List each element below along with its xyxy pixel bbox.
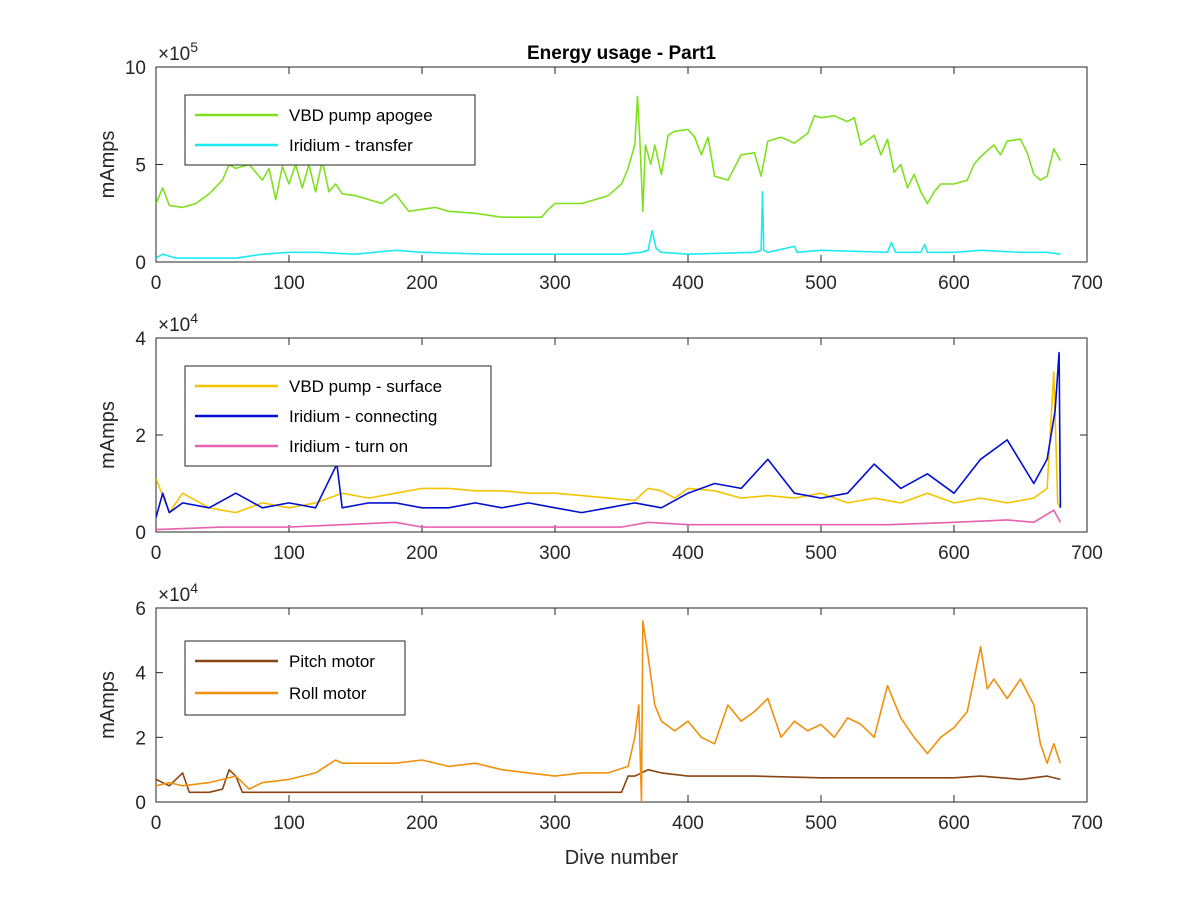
x-tick-label: 200 — [406, 273, 438, 294]
x-tick-label: 100 — [273, 543, 305, 564]
legend-label: Iridium - transfer — [289, 136, 413, 155]
y-tick-label: 10 — [125, 58, 146, 79]
series-line-vbd-pump-apogee — [156, 95, 1062, 218]
legend: VBD pump - surface Iridium - connecting Ir… — [184, 365, 492, 467]
x-tick-label: 700 — [1071, 543, 1103, 564]
x-tick-label: 0 — [151, 273, 162, 294]
subplot-3: 0 100 200 300 400 500 600 7000246×104mAmpsDive … — [97, 580, 1103, 869]
x-tick-label: 200 — [406, 543, 438, 564]
legend-box — [184, 640, 406, 716]
x-tick-label: 200 — [406, 813, 438, 834]
x-tick-label: 400 — [672, 273, 704, 294]
subplot-1: 0 100 200 300 400 500 600 7000510×105mAmpsEnerg… — [97, 39, 1103, 294]
y-tick-label: 0 — [135, 523, 146, 544]
legend-label: VBD pump - surface — [289, 377, 442, 396]
legend-label: Roll motor — [289, 684, 367, 703]
legend: Pitch motor Roll motor — [184, 640, 406, 716]
x-tick-label: 300 — [539, 813, 571, 834]
y-axis-label: mAmps — [97, 671, 119, 739]
y-tick-label: 6 — [135, 599, 146, 620]
y-multiplier-label: ×104 — [158, 310, 198, 336]
x-tick-label: 700 — [1071, 813, 1103, 834]
y-tick-label: 0 — [135, 253, 146, 274]
chart-title: Energy usage - Part1 — [527, 43, 716, 64]
x-tick-label: 600 — [938, 813, 970, 834]
y-multiplier-exponent: 4 — [190, 310, 198, 326]
legend-box — [184, 94, 476, 166]
legend-label: Iridium - turn on — [289, 437, 408, 456]
legend-label: Pitch motor — [289, 652, 375, 671]
y-tick-label: 2 — [135, 728, 146, 749]
y-tick-label: 4 — [135, 329, 146, 350]
legend: VBD pump apogee Iridium - transfer — [184, 94, 476, 166]
series-line-vbd-pump-surface — [156, 371, 1062, 514]
y-multiplier-label: ×104 — [158, 580, 198, 606]
series-line-roll-motor — [156, 620, 1062, 802]
x-axis-label: Dive number — [565, 847, 679, 869]
x-tick-label: 500 — [805, 543, 837, 564]
x-tick-label: 400 — [672, 543, 704, 564]
y-tick-label: 2 — [135, 426, 146, 447]
y-multiplier-base: ×10 — [158, 585, 190, 606]
x-tick-label: 500 — [805, 273, 837, 294]
x-tick-label: 100 — [273, 273, 305, 294]
y-multiplier-exponent: 4 — [190, 580, 198, 596]
x-tick-label: 0 — [151, 543, 162, 564]
series-line-iridium-transfer — [156, 191, 1061, 259]
y-multiplier-base: ×10 — [158, 44, 190, 65]
y-tick-label: 0 — [135, 793, 146, 814]
x-tick-label: 600 — [938, 543, 970, 564]
series-line-pitch-motor — [156, 768, 1061, 794]
y-tick-label: 4 — [135, 664, 146, 685]
y-multiplier-base: ×10 — [158, 315, 190, 336]
x-tick-label: 400 — [672, 813, 704, 834]
y-multiplier-label: ×105 — [158, 39, 198, 65]
x-tick-label: 600 — [938, 273, 970, 294]
y-tick-label: 5 — [135, 156, 146, 177]
legend-label: Iridium - connecting — [289, 407, 437, 426]
x-tick-label: 500 — [805, 813, 837, 834]
y-axis-label: mAmps — [97, 131, 119, 199]
series-line-iridium-connecting — [156, 351, 1062, 518]
y-axis-label: mAmps — [97, 401, 119, 469]
x-tick-label: 700 — [1071, 273, 1103, 294]
x-tick-label: 0 — [151, 813, 162, 834]
x-tick-label: 100 — [273, 813, 305, 834]
legend-label: VBD pump apogee — [289, 106, 433, 125]
x-tick-label: 300 — [539, 543, 571, 564]
x-tick-label: 300 — [539, 273, 571, 294]
y-multiplier-exponent: 5 — [190, 39, 198, 55]
series-line-iridium-turn-on — [156, 509, 1062, 531]
